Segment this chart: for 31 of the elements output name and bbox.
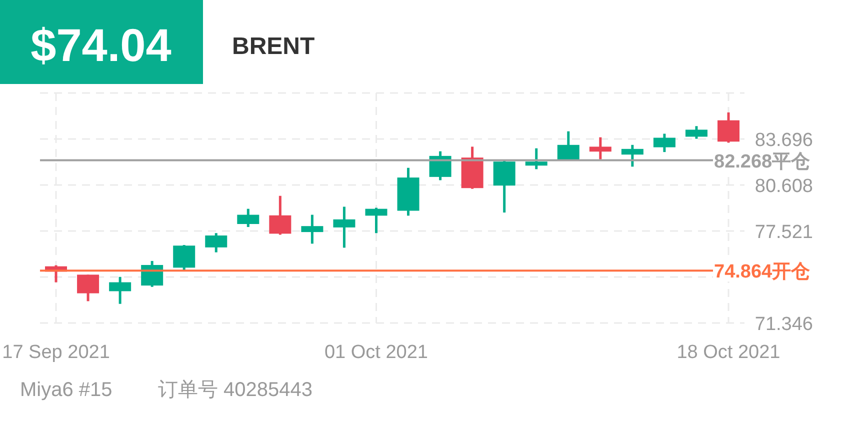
candlestick (333, 205, 356, 249)
candlestick (173, 244, 196, 272)
candlestick (429, 150, 452, 182)
candlestick (557, 130, 580, 161)
text: 订单号 40285443 (158, 379, 313, 401)
candlestick (109, 276, 132, 306)
x-tick-label: 01 Oct 2021 (324, 342, 428, 363)
ref-line-label: 82.268平仓 (714, 151, 812, 172)
candlestick (685, 124, 708, 140)
candlestick (493, 160, 516, 214)
candlestick (365, 206, 388, 234)
y-tick-label: 80.608 (754, 176, 813, 198)
candlestick (589, 136, 612, 161)
x-tick-label: 18 Oct 2021 (676, 342, 780, 363)
y-tick-label: 83.696 (754, 130, 813, 151)
candlestick (621, 144, 644, 168)
candlestick (237, 208, 260, 228)
text: Miya6 #15 (20, 379, 112, 401)
candlestick (301, 214, 324, 245)
x-tick-label: 17 Sep 2021 (2, 342, 110, 363)
candlestick (77, 273, 100, 302)
candlestick (205, 232, 228, 254)
candlestick (653, 132, 676, 154)
candlestick (525, 147, 548, 170)
ref-line-label: 74.864开仓 (714, 262, 812, 283)
candlestick (717, 111, 740, 144)
chart-title: BRENT (232, 33, 316, 60)
candlestick (269, 194, 292, 236)
y-tick-label: 77.521 (754, 222, 813, 243)
chart-subtitle: $74.04 (30, 19, 172, 71)
y-tick-label: 71.346 (754, 314, 813, 335)
